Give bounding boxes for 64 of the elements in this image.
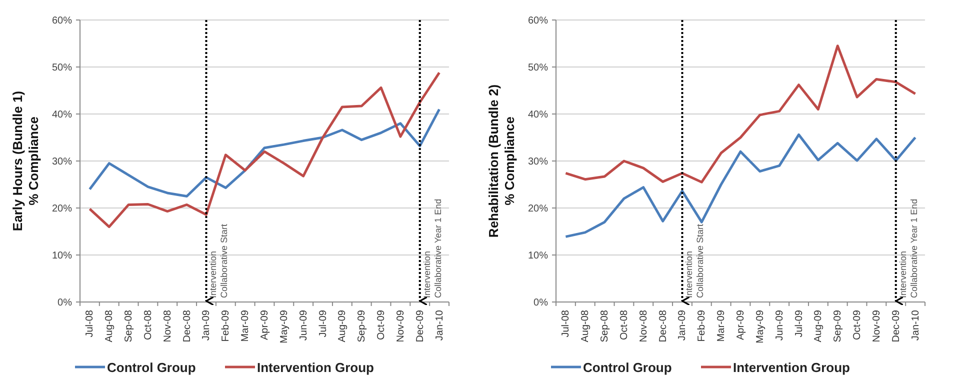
- y-axis-title: Rehabilitation (Bundle 2) % Compliance: [486, 84, 517, 238]
- x-tick-label: Oct-08: [618, 310, 630, 340]
- y-tick-label: 30%: [528, 156, 548, 168]
- x-tick-label: Apr-09: [736, 310, 746, 340]
- x-tick-label: Sep-09: [832, 310, 844, 342]
- ref-line-label: Intervention Collaborative Year 1 End: [422, 198, 443, 298]
- x-tick-label: Aug-08: [580, 310, 592, 342]
- y-tick-label: 50%: [52, 62, 72, 74]
- x-tick-label: Jan-09: [201, 310, 212, 341]
- ref-line-label: Intervention Collaborative Start: [208, 223, 230, 298]
- x-tick-label: Aug-09: [337, 310, 348, 342]
- x-tick-label: Jul-08: [560, 310, 572, 338]
- ref-line-label: Intervention Collaborative Year 1 End: [898, 198, 919, 298]
- y-tick-label: 50%: [528, 62, 548, 74]
- x-tick-label: Oct-08: [142, 310, 154, 340]
- y-tick-label: 40%: [528, 110, 548, 120]
- y-axis-title: Early Hours (Bundle 1) % Compliance: [10, 90, 41, 232]
- x-tick-label: Feb-09: [220, 310, 232, 342]
- x-tick-label: Jun-09: [774, 310, 786, 341]
- x-tick-label: Jan-10: [434, 310, 446, 341]
- line-series: [88, 108, 441, 198]
- legend-label: Intervention Group: [257, 360, 374, 375]
- legend-label: Control Group: [107, 360, 196, 375]
- y-tick-label: 60%: [528, 16, 548, 26]
- x-tick-label: Sep-09: [356, 310, 368, 342]
- x-tick-label: Sep-08: [124, 310, 135, 342]
- y-tick-label: 20%: [528, 204, 548, 214]
- x-tick-label: Nov-09: [395, 310, 406, 342]
- x-tick-label: Aug-08: [104, 310, 116, 342]
- y-tick-label: 20%: [52, 204, 72, 214]
- x-tick-label: Oct-09: [376, 310, 388, 340]
- x-tick-label: Jul-08: [84, 310, 96, 338]
- y-tick-label: 60%: [52, 16, 72, 26]
- x-tick-label: May-09: [278, 310, 290, 344]
- y-tick-label: 0%: [58, 298, 72, 308]
- legend-label: Intervention Group: [733, 360, 850, 375]
- x-tick-label: Dec-08: [658, 310, 669, 342]
- x-tick-label: Jan-09: [677, 310, 688, 341]
- x-tick-label: Dec-08: [182, 310, 193, 342]
- x-tick-label: Apr-09: [260, 310, 270, 340]
- x-tick-label: Nov-08: [162, 310, 174, 342]
- y-tick-label: 10%: [52, 250, 72, 262]
- y-tick-label: 10%: [528, 250, 548, 262]
- x-tick-label: Dec-09: [414, 310, 426, 342]
- x-tick-label: Oct-09: [852, 310, 864, 340]
- x-tick-label: Sep-08: [600, 310, 611, 342]
- legend-label: Control Group: [583, 360, 672, 375]
- x-tick-label: Dec-09: [890, 310, 902, 342]
- x-tick-label: Mar-09: [716, 310, 728, 342]
- x-tick-label: Feb-09: [696, 310, 708, 342]
- x-tick-label: Aug-09: [813, 310, 824, 342]
- x-tick-label: Nov-09: [871, 310, 882, 342]
- line-series: [564, 44, 917, 184]
- x-tick-label: Jun-09: [298, 310, 310, 341]
- x-tick-label: Jul-09: [794, 310, 805, 338]
- x-tick-label: May-09: [754, 310, 766, 344]
- y-tick-label: 30%: [52, 156, 72, 168]
- y-tick-label: 0%: [534, 298, 548, 308]
- x-tick-label: Jan-10: [910, 310, 922, 341]
- y-tick-label: 40%: [52, 110, 72, 120]
- x-tick-label: Jul-09: [318, 310, 329, 338]
- x-tick-label: Nov-08: [638, 310, 650, 342]
- ref-line-label: Intervention Collaborative Start: [684, 223, 706, 298]
- x-tick-label: Mar-09: [240, 310, 252, 342]
